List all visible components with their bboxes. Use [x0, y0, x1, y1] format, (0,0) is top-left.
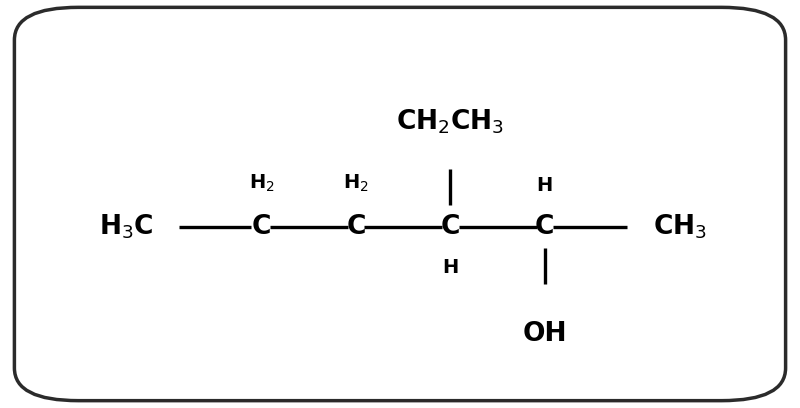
Text: C: C: [441, 213, 460, 239]
Text: H$_3$C: H$_3$C: [99, 212, 154, 241]
Text: OH: OH: [522, 321, 567, 347]
Text: C: C: [535, 213, 554, 239]
Text: H$_2$: H$_2$: [249, 173, 274, 194]
Text: CH$_2$CH$_3$: CH$_2$CH$_3$: [396, 108, 505, 136]
Text: H$_2$: H$_2$: [343, 173, 369, 194]
Text: H: H: [537, 176, 553, 195]
Text: C: C: [346, 213, 366, 239]
Text: H: H: [442, 258, 458, 277]
Text: C: C: [252, 213, 271, 239]
Text: CH$_3$: CH$_3$: [653, 212, 706, 241]
